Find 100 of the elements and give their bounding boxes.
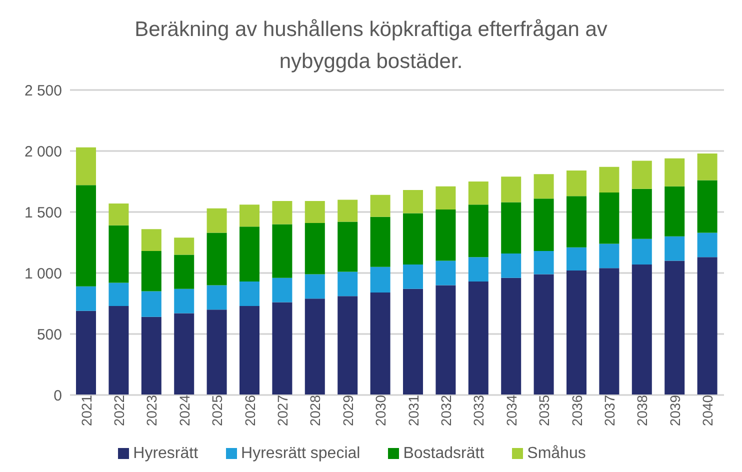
bar xyxy=(468,282,488,395)
bar xyxy=(108,203,129,226)
bar xyxy=(338,222,358,272)
legend-label: Hyresrätt special xyxy=(241,445,360,462)
bar xyxy=(501,202,522,254)
legend-label: Bostadsrätt xyxy=(403,445,484,462)
legend-label: Hyresrätt xyxy=(133,445,198,462)
bar xyxy=(370,266,390,293)
bar xyxy=(436,186,456,210)
bar xyxy=(599,192,620,244)
bar xyxy=(697,180,718,233)
bar xyxy=(501,253,522,278)
bar xyxy=(468,182,488,205)
bar xyxy=(206,285,227,310)
x-tick-label: 2021 xyxy=(78,394,94,426)
y-tick-label: 500 xyxy=(36,326,62,344)
bar xyxy=(534,274,554,395)
bar xyxy=(240,282,260,306)
bar xyxy=(272,302,292,395)
bar xyxy=(141,229,162,252)
bar xyxy=(534,198,554,252)
bar xyxy=(436,260,456,286)
bar xyxy=(534,174,554,199)
bar xyxy=(632,160,652,189)
bar xyxy=(338,296,358,395)
y-tick-label: 2 500 xyxy=(24,82,62,100)
x-tick-label: 2035 xyxy=(536,394,552,426)
x-tick-label: 2029 xyxy=(340,394,356,426)
x-tick-label: 2032 xyxy=(438,394,454,426)
bar xyxy=(76,185,96,286)
x-tick-label: 2023 xyxy=(144,394,160,426)
bar xyxy=(632,238,652,264)
bar xyxy=(566,196,586,248)
bar xyxy=(403,190,423,214)
bar xyxy=(141,291,162,317)
x-tick-label: 2036 xyxy=(568,394,585,426)
bar xyxy=(272,278,292,302)
bar xyxy=(664,186,685,236)
bar xyxy=(599,166,620,192)
bar xyxy=(599,268,620,395)
x-tick-label: 2028 xyxy=(307,394,324,426)
x-tick-label: 2031 xyxy=(405,394,422,426)
bar xyxy=(468,257,488,282)
x-tick-label: 2033 xyxy=(470,394,487,426)
bar xyxy=(338,200,358,222)
bar xyxy=(697,232,718,258)
bar xyxy=(304,298,325,395)
bar xyxy=(206,310,227,395)
x-tick-label: 2040 xyxy=(700,394,716,426)
bar xyxy=(534,251,554,274)
bar xyxy=(436,285,456,395)
y-tick-label: 2 000 xyxy=(24,143,62,160)
bar xyxy=(403,288,423,395)
bar xyxy=(338,272,358,296)
bar xyxy=(599,244,620,268)
bar xyxy=(206,208,227,233)
bar xyxy=(108,306,129,395)
y-tick-label: 1 500 xyxy=(24,204,62,222)
bar xyxy=(468,204,488,258)
bar xyxy=(697,257,718,395)
x-tick-label: 2030 xyxy=(372,394,389,426)
bar xyxy=(632,188,652,239)
bar xyxy=(632,264,652,395)
bar xyxy=(141,316,162,395)
bar xyxy=(206,232,227,286)
bar xyxy=(240,226,260,282)
bar xyxy=(174,238,194,255)
bar xyxy=(501,176,522,202)
bar xyxy=(403,264,423,289)
x-tick-label: 2038 xyxy=(634,394,650,426)
x-tick-label: 2037 xyxy=(601,394,618,426)
bar xyxy=(403,213,423,264)
bar xyxy=(76,310,96,395)
y-tick-label: 0 xyxy=(54,387,62,404)
y-tick-label: 1 000 xyxy=(24,265,62,282)
bar xyxy=(272,201,292,224)
bar xyxy=(566,170,586,196)
bar xyxy=(664,260,685,395)
bar xyxy=(304,222,325,274)
bar xyxy=(76,147,96,186)
bar xyxy=(664,236,685,261)
bar xyxy=(174,288,194,314)
bar xyxy=(370,194,390,217)
x-tick-label: 2022 xyxy=(110,394,127,426)
x-tick-label: 2026 xyxy=(242,394,258,426)
bar xyxy=(174,254,194,289)
bar xyxy=(501,278,522,395)
legend-label: Småhus xyxy=(527,445,586,462)
bar xyxy=(240,306,260,395)
bar xyxy=(370,292,390,395)
x-tick-label: 2025 xyxy=(209,394,226,426)
x-tick-label: 2024 xyxy=(176,394,192,426)
bar xyxy=(370,216,390,267)
bar xyxy=(566,247,586,271)
bar xyxy=(240,204,260,227)
x-tick-label: 2027 xyxy=(274,394,290,426)
bar xyxy=(174,313,194,395)
chart-title: Beräkning av hushållens köpkraftiga efterfrågan av nybyggda bostäder. xyxy=(134,17,608,75)
bar xyxy=(304,274,325,299)
x-tick-label: 2039 xyxy=(666,394,683,426)
